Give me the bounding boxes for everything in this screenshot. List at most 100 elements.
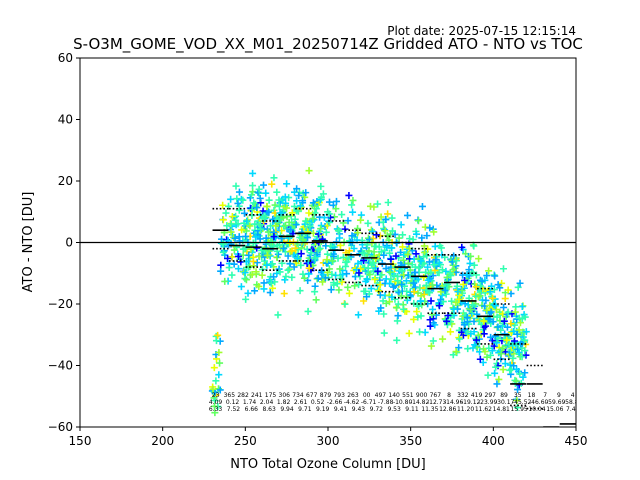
scatter-point: [511, 321, 519, 329]
scatter-point: [311, 254, 319, 262]
scatter-point: [284, 266, 292, 274]
scatter-point: [256, 194, 264, 202]
scatter-point: [296, 287, 304, 295]
scatter-point: [366, 271, 374, 279]
scatter-point: [328, 257, 336, 265]
scatter-point: [325, 198, 333, 206]
scatter-point: [522, 351, 530, 359]
scatter-point: [266, 246, 274, 254]
scatter-point: [364, 219, 372, 227]
scatter-point: [255, 185, 263, 193]
scatter-point: [354, 311, 362, 319]
bin-annotation-label: 8: [447, 392, 451, 399]
scatter-point: [491, 369, 499, 377]
scatter-point: [386, 249, 394, 257]
scatter-point: [285, 265, 293, 273]
bin-annotation-label: 241: [251, 392, 263, 399]
x-tick-label: 250: [234, 434, 257, 448]
scatter-point: [390, 272, 398, 280]
scatter-point: [483, 353, 491, 361]
bin-annotation-label: 365: [224, 392, 236, 399]
scatter-point: [328, 258, 336, 266]
scatter-point: [410, 315, 418, 323]
scatter-point: [253, 244, 261, 252]
scatter-point: [307, 249, 315, 257]
scatter-point: [368, 261, 376, 269]
scatter-point: [426, 224, 434, 232]
scatter-point: [513, 330, 521, 338]
bin-annotation-label: 551: [402, 392, 414, 399]
scatter-point: [522, 328, 530, 336]
scatter-point: [245, 251, 253, 259]
scatter-point: [258, 246, 266, 254]
scatter-point: [293, 255, 301, 263]
bin-annotation-label: 9.53: [387, 406, 401, 413]
scatter-point: [258, 271, 266, 279]
scatter-point: [292, 244, 300, 252]
scatter-point: [383, 243, 391, 251]
bin-annotation-label: -23.99: [478, 399, 498, 406]
scatter-point: [387, 275, 395, 283]
scatter-point: [455, 344, 463, 352]
scatter-point: [357, 265, 365, 273]
x-tick-label: 300: [317, 434, 340, 448]
scatter-point: [269, 284, 277, 292]
scatter-point: [296, 202, 304, 210]
scatter-point: [380, 329, 388, 337]
scatter-point: [355, 269, 363, 277]
scatter-point: [212, 377, 220, 385]
scatter-point: [492, 306, 500, 314]
x-tick-label: 200: [151, 434, 174, 448]
scatter-point: [394, 277, 402, 285]
x-tick-label: 450: [565, 434, 588, 448]
scatter-point: [404, 211, 412, 219]
scatter-point: [309, 215, 317, 223]
scatter-point: [485, 267, 493, 275]
scatter-point: [389, 283, 397, 291]
scatter-point: [500, 317, 508, 325]
scatter-point: [354, 229, 362, 237]
scatter-point: [235, 206, 243, 214]
scatter-point: [493, 313, 501, 321]
scatter-point: [387, 255, 395, 263]
scatter-point: [237, 283, 245, 291]
bin-annotation-label: 7: [543, 392, 547, 399]
scatter-point: [270, 273, 278, 281]
scatter-point: [393, 304, 401, 312]
scatter-point: [398, 280, 406, 288]
scatter-point: [500, 304, 508, 312]
scatter-point: [327, 242, 335, 250]
plot-date: Plot date: 2025-07-15 12:15:14: [387, 24, 576, 38]
scatter-point: [360, 287, 368, 295]
scatter-point: [262, 189, 270, 197]
scatter-point: [325, 210, 333, 218]
scatter-point: [376, 281, 384, 289]
scatter-point: [431, 266, 439, 274]
scatter-point: [397, 221, 405, 229]
scatter-point: [511, 308, 519, 316]
scatter-point: [474, 331, 482, 339]
x-tick-label: 350: [399, 434, 422, 448]
scatter-point: [215, 348, 223, 356]
bin-annotation-label: -14.96: [444, 399, 464, 406]
scatter-point: [402, 277, 410, 285]
scatter-point: [266, 289, 274, 297]
scatter-point: [407, 291, 415, 299]
scatter-point: [275, 196, 283, 204]
bin-annotation-label: -6.71: [361, 399, 377, 406]
scatter-point: [267, 279, 275, 287]
scatter-point: [344, 283, 352, 291]
scatter-point: [367, 285, 375, 293]
scatter-point: [212, 337, 220, 345]
scatter-point: [367, 226, 375, 234]
scatter-point: [491, 272, 499, 280]
scatter-point: [398, 267, 406, 275]
scatter-point: [252, 233, 260, 241]
scatter-point: [281, 193, 289, 201]
scatter-point: [429, 337, 437, 345]
scatter-point: [384, 210, 392, 218]
scatter-point: [290, 263, 298, 271]
bin-annotation-label: 23: [212, 392, 220, 399]
scatter-point: [305, 167, 313, 175]
y-tick-label: 20: [58, 174, 73, 188]
